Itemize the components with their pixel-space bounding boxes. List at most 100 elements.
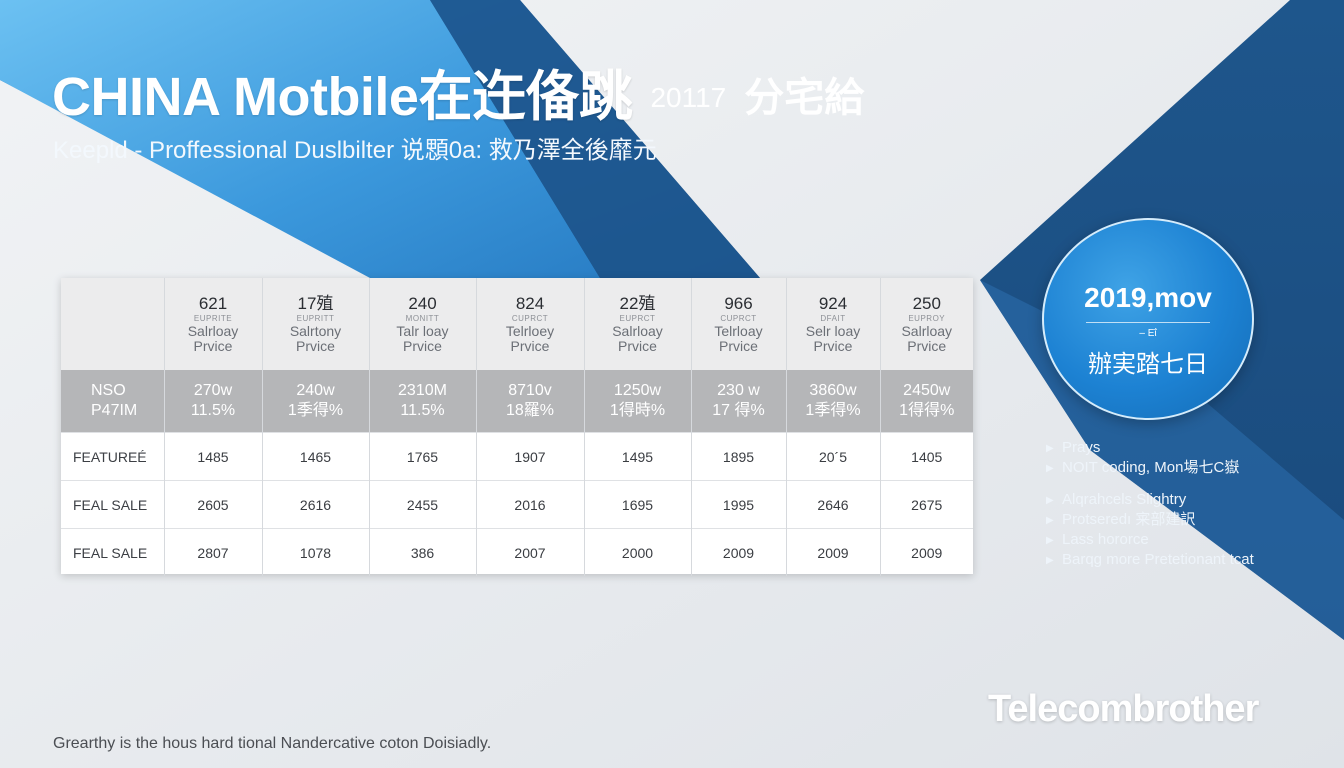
column-sublabel: Prvice <box>403 338 442 354</box>
column-sublabel: Prvice <box>813 338 853 354</box>
column-header: 966 CUPRCT Telrloay Prvice <box>691 278 787 370</box>
column-label: Telrloey <box>505 323 555 339</box>
table-cell: 2455 <box>369 480 477 529</box>
list-item-text: Prays <box>1062 439 1101 456</box>
highlight-percent: 1季得% <box>805 402 861 419</box>
table-cell: 2675 <box>880 480 973 529</box>
column-sublabel: Prvice <box>510 338 550 354</box>
row-label: FEAL SALE <box>61 528 165 576</box>
column-sublabel: Prvice <box>719 338 758 354</box>
highlight-value: 1250w <box>613 382 662 399</box>
column-header: 17殖 EUPRITT Salrtony Prvice <box>262 278 370 370</box>
table-cell: 2007 <box>476 528 585 576</box>
year-badge: 2019,mov – Eΐ 辦実踏七日 <box>1042 218 1254 420</box>
column-tag: EUPROY <box>908 314 946 323</box>
highlight-label-line1: NSO <box>91 382 126 399</box>
highlight-value: 240w <box>296 382 335 399</box>
column-number: 966 <box>724 294 753 313</box>
highlight-percent: 1得得% <box>899 402 955 419</box>
table-cell: 2009 <box>786 528 881 576</box>
table-cell: 2016 <box>476 480 585 529</box>
highlight-value: 2310M <box>398 382 447 399</box>
title-year: 20117 <box>650 82 727 113</box>
column-number: 22殖 <box>619 294 656 313</box>
triangle-right-icon: ▶ <box>1046 463 1054 474</box>
table-cell: 2009 <box>691 528 787 576</box>
highlight-cell: 3860w 1季得% <box>786 370 881 433</box>
column-sublabel: Prvice <box>907 338 947 354</box>
column-tag: CUPRCT <box>720 314 757 323</box>
table-cell: 386 <box>369 528 477 576</box>
highlight-percent: 18羅% <box>505 402 555 419</box>
triangle-right-icon: ▶ <box>1046 555 1054 566</box>
column-header: 240 MONITT Talr loay Prvice <box>369 278 477 370</box>
highlight-label-line2: P47IM <box>91 402 138 419</box>
column-header: 22殖 EUPRCT Salrloay Prvice <box>584 278 692 370</box>
highlight-cell: 270w 11.5% <box>164 370 263 433</box>
column-sublabel: Prvice <box>618 338 657 354</box>
column-header: 924 DFAIT Selr loay Prvice <box>786 278 881 370</box>
column-number: 17殖 <box>297 294 334 313</box>
table-cell: 2605 <box>164 480 263 529</box>
column-tag: EUPRCT <box>619 314 656 323</box>
highlight-cell: 230 w 17 得% <box>691 370 787 433</box>
triangle-right-icon: ▶ <box>1046 515 1054 526</box>
list-item: ▶ Prays <box>1046 438 1239 458</box>
highlight-percent: 1得時% <box>609 402 666 419</box>
brand-logo: Telecombrother <box>988 688 1259 730</box>
column-header: 250 EUPROY Salrloay Prvice <box>880 278 973 370</box>
page-title: CHINA Motbile在迕俻跳 <box>52 67 633 127</box>
table-cell: 1995 <box>691 480 787 529</box>
row-label: FEATUREÉ <box>61 432 165 481</box>
highlight-value: 2450w <box>903 382 951 399</box>
title-row: CHINA Motbile在迕俻跳 20117 分宅給 <box>52 52 864 131</box>
highlight-percent: 1季得% <box>287 402 344 419</box>
table-cell: 1765 <box>369 432 477 481</box>
highlight-percent: 11.5% <box>190 402 236 419</box>
highlight-value: 270w <box>193 382 233 399</box>
bullet-list-1: ▶ Prays ▶ NOIT coding, Mon場七C嶽 <box>1046 438 1239 478</box>
highlight-row: NSO P47IM 270w 11.5% 240w 1季得% 2310M 11.5% 8… <box>61 370 973 433</box>
column-tag: EUPRITT <box>296 314 335 323</box>
pricing-table: 621 EUPRITE Salrloay Prvice 17殖 EUPRITT Salrt… <box>61 278 973 576</box>
highlight-cell: 2310M 11.5% <box>369 370 477 433</box>
list-item-text: Protseredı 宷部建訳 <box>1062 511 1196 528</box>
table-cell: 1895 <box>691 432 787 481</box>
column-number: 621 <box>198 294 228 313</box>
table-cell: 1078 <box>262 528 370 576</box>
table-row: FEAL SALE 2807 1078 386 2007 2000 2009 2… <box>61 528 973 576</box>
highlight-value: 8710v <box>508 382 552 399</box>
table-cell: 2616 <box>262 480 370 529</box>
table-cell: 1907 <box>476 432 585 481</box>
highlight-cell: 8710v 18羅% <box>476 370 585 433</box>
table-cell: 2000 <box>584 528 692 576</box>
list-item-text: NOIT coding, Mon場七C嶽 <box>1062 459 1240 476</box>
column-sublabel: Prvice <box>296 338 335 354</box>
highlight-row-label: NSO P47IM <box>61 370 165 433</box>
list-item-text: Barqg more Pretetionant tcat <box>1062 551 1254 568</box>
list-item: ▶ Barqg more Pretetionant tcat <box>1046 550 1254 570</box>
highlight-cell: 240w 1季得% <box>262 370 370 433</box>
table-row: FEAL SALE 2605 2616 2455 2016 1695 1995 … <box>61 480 973 529</box>
highlight-value: 3860w <box>809 382 857 399</box>
table-cell: 1465 <box>262 432 370 481</box>
column-number: 250 <box>912 294 941 313</box>
highlight-cell: 2450w 1得得% <box>880 370 973 433</box>
column-label: Selr loay <box>805 323 861 339</box>
column-tag: CUPRCT <box>511 314 549 323</box>
column-label: Salrloay <box>187 323 239 339</box>
highlight-percent: 11.5% <box>400 402 445 419</box>
badge-cn-text: 辦実踏七日 <box>1088 351 1208 378</box>
list-item-text: Lass hororce <box>1062 531 1149 548</box>
row-label: FEAL SALE <box>61 480 165 529</box>
column-label: Salrloay <box>901 323 953 339</box>
highlight-value: 230 w <box>717 382 760 399</box>
column-tag: MONITT <box>405 314 440 323</box>
triangle-right-icon: ▶ <box>1046 443 1054 454</box>
column-label: Talr loay <box>396 323 449 339</box>
table-cell: 1695 <box>584 480 692 529</box>
list-item: ▶ Alqrahcels Slightry <box>1046 490 1254 510</box>
column-header: 621 EUPRITE Salrloay Prvice <box>164 278 263 370</box>
highlight-percent: 17 得% <box>712 402 765 419</box>
list-item-text: Alqrahcels Slightry <box>1062 491 1187 508</box>
